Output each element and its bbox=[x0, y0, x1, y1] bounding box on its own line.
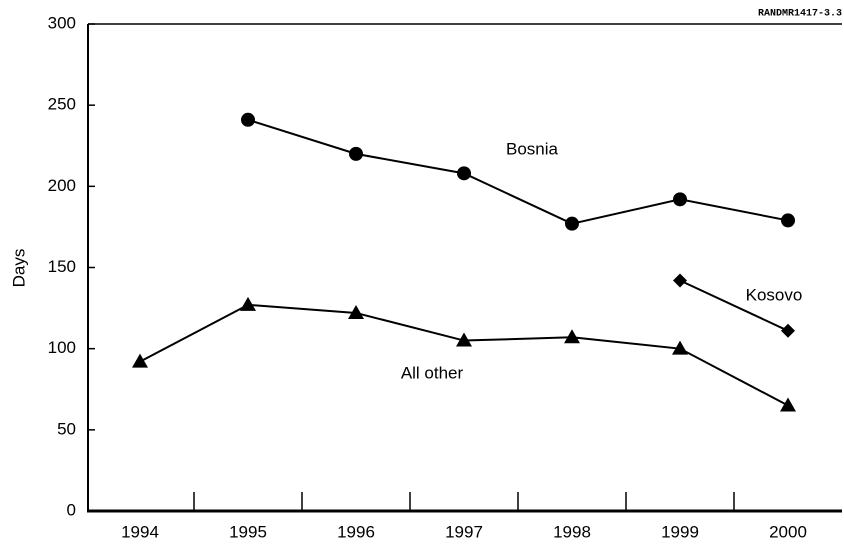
y-tick-label: 0 bbox=[67, 500, 76, 519]
marker bbox=[348, 304, 364, 319]
marker bbox=[240, 296, 256, 311]
series-line bbox=[679, 279, 789, 332]
y-tick-label: 150 bbox=[48, 257, 76, 276]
marker bbox=[781, 323, 795, 338]
series-label: All other bbox=[401, 363, 464, 382]
marker bbox=[349, 146, 363, 161]
y-tick-label: 100 bbox=[48, 338, 76, 357]
y-tick-label: 50 bbox=[57, 419, 76, 438]
series-line bbox=[247, 118, 789, 225]
y-axis-label: Days bbox=[9, 249, 28, 288]
x-tick-label: 2000 bbox=[769, 522, 807, 541]
y-tick-label: 300 bbox=[48, 13, 76, 32]
marker bbox=[241, 112, 255, 127]
marker bbox=[565, 216, 579, 231]
series-line bbox=[139, 303, 789, 407]
marker bbox=[781, 213, 795, 228]
x-tick-label: 1996 bbox=[337, 522, 375, 541]
source-code: RANDMR1417-3.3 bbox=[758, 9, 842, 20]
marker bbox=[780, 397, 796, 412]
x-tick-label: 1999 bbox=[661, 522, 699, 541]
marker bbox=[456, 332, 472, 347]
x-tick-label: 1995 bbox=[229, 522, 267, 541]
marker bbox=[673, 192, 687, 207]
x-tick-label: 1998 bbox=[553, 522, 591, 541]
y-tick-label: 250 bbox=[48, 95, 76, 114]
x-tick-label: 1994 bbox=[121, 522, 159, 541]
marker bbox=[673, 273, 687, 288]
marker bbox=[132, 353, 148, 368]
y-tick-label: 200 bbox=[48, 176, 76, 195]
series-label: Kosovo bbox=[746, 285, 803, 304]
series-label: Bosnia bbox=[506, 139, 559, 158]
marker bbox=[672, 340, 688, 355]
marker bbox=[564, 329, 580, 344]
x-tick-label: 1997 bbox=[445, 522, 483, 541]
marker bbox=[457, 166, 471, 181]
